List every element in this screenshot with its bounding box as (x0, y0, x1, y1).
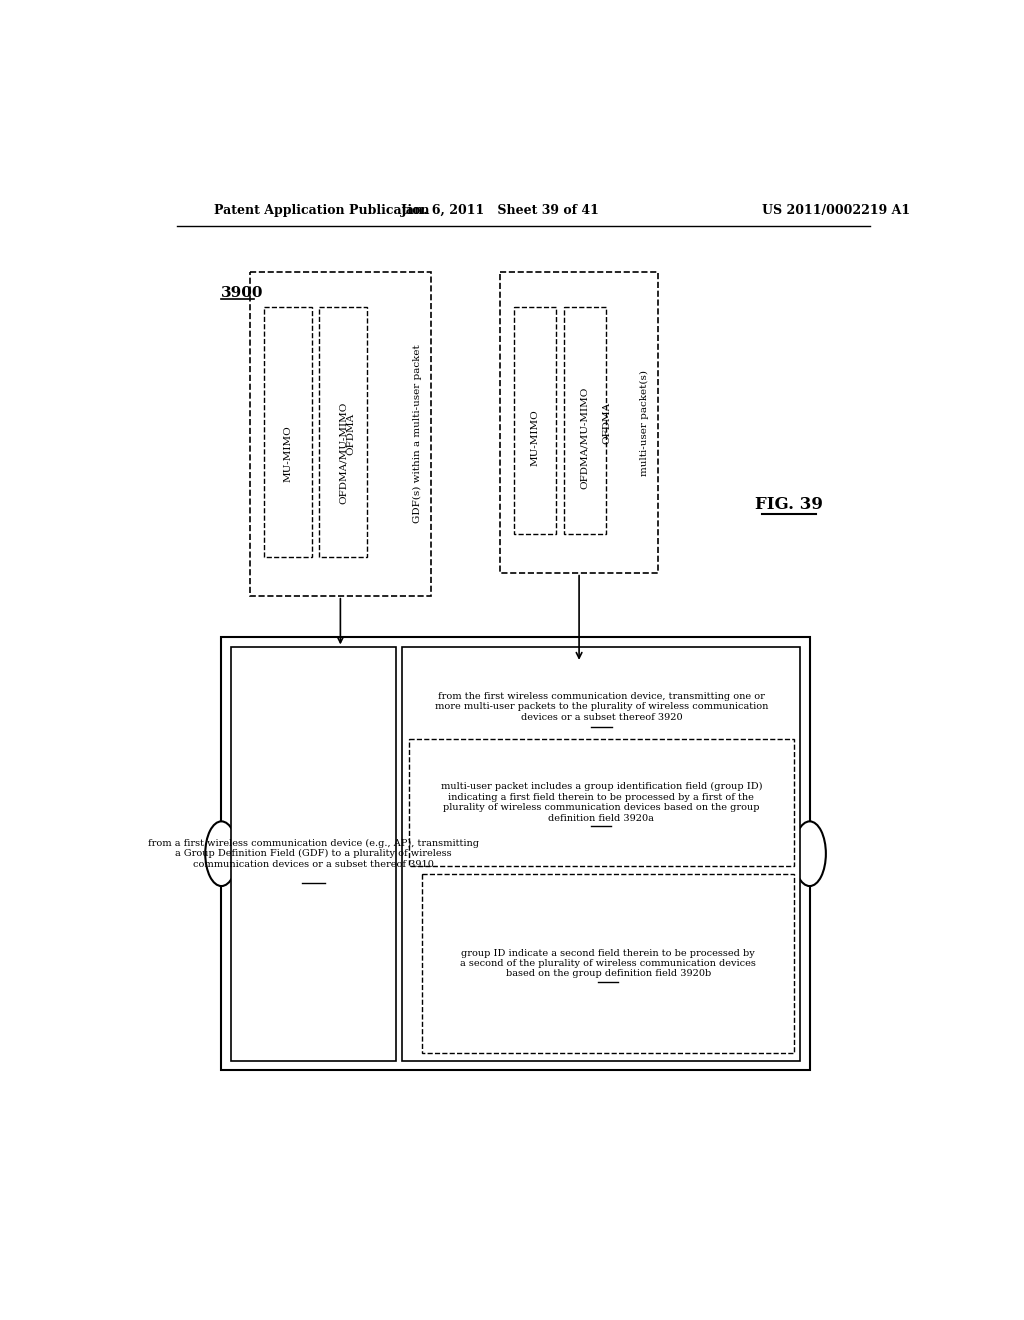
Bar (564, 308, 606, 535)
Text: FIG. 39: FIG. 39 (755, 496, 823, 513)
Bar (250, 272, 431, 595)
Text: from a first wireless communication device (e.g., AP), transmitting
a Group Defi: from a first wireless communication devi… (147, 838, 479, 869)
Text: OFDMA: OFDMA (346, 413, 355, 455)
Bar (264, 308, 311, 557)
Text: multi-user packet(s): multi-user packet(s) (640, 370, 649, 475)
Text: group ID indicate a second field therein to be processed by
a second of the plur: group ID indicate a second field therein… (461, 949, 757, 978)
Text: multi-user packet includes a group identification field (group ID)
indicating a : multi-user packet includes a group ident… (440, 783, 762, 822)
Bar (409, 739, 795, 866)
Bar (422, 874, 795, 1053)
Bar (402, 647, 801, 1061)
Text: OFDMA/MU-MIMO: OFDMA/MU-MIMO (581, 387, 590, 490)
Ellipse shape (794, 821, 826, 886)
Bar (221, 638, 810, 1071)
Text: GDF(s) within a multi-user packet: GDF(s) within a multi-user packet (413, 345, 422, 524)
Ellipse shape (205, 821, 238, 886)
Text: OFDMA: OFDMA (602, 401, 611, 444)
Text: Jan. 6, 2011   Sheet 39 of 41: Jan. 6, 2011 Sheet 39 of 41 (400, 205, 600, 218)
Text: MU-MIMO: MU-MIMO (530, 409, 540, 466)
Bar (514, 308, 556, 535)
Text: OFDMA/MU-MIMO: OFDMA/MU-MIMO (339, 403, 347, 504)
Text: Patent Application Publication: Patent Application Publication (214, 205, 429, 218)
Text: 3900: 3900 (221, 286, 264, 300)
Text: US 2011/0002219 A1: US 2011/0002219 A1 (762, 205, 910, 218)
Bar (500, 272, 658, 573)
Text: MU-MIMO: MU-MIMO (284, 425, 292, 482)
Text: from the first wireless communication device, transmitting one or
more multi-use: from the first wireless communication de… (435, 692, 768, 722)
Bar (230, 647, 396, 1061)
Bar (319, 308, 367, 557)
